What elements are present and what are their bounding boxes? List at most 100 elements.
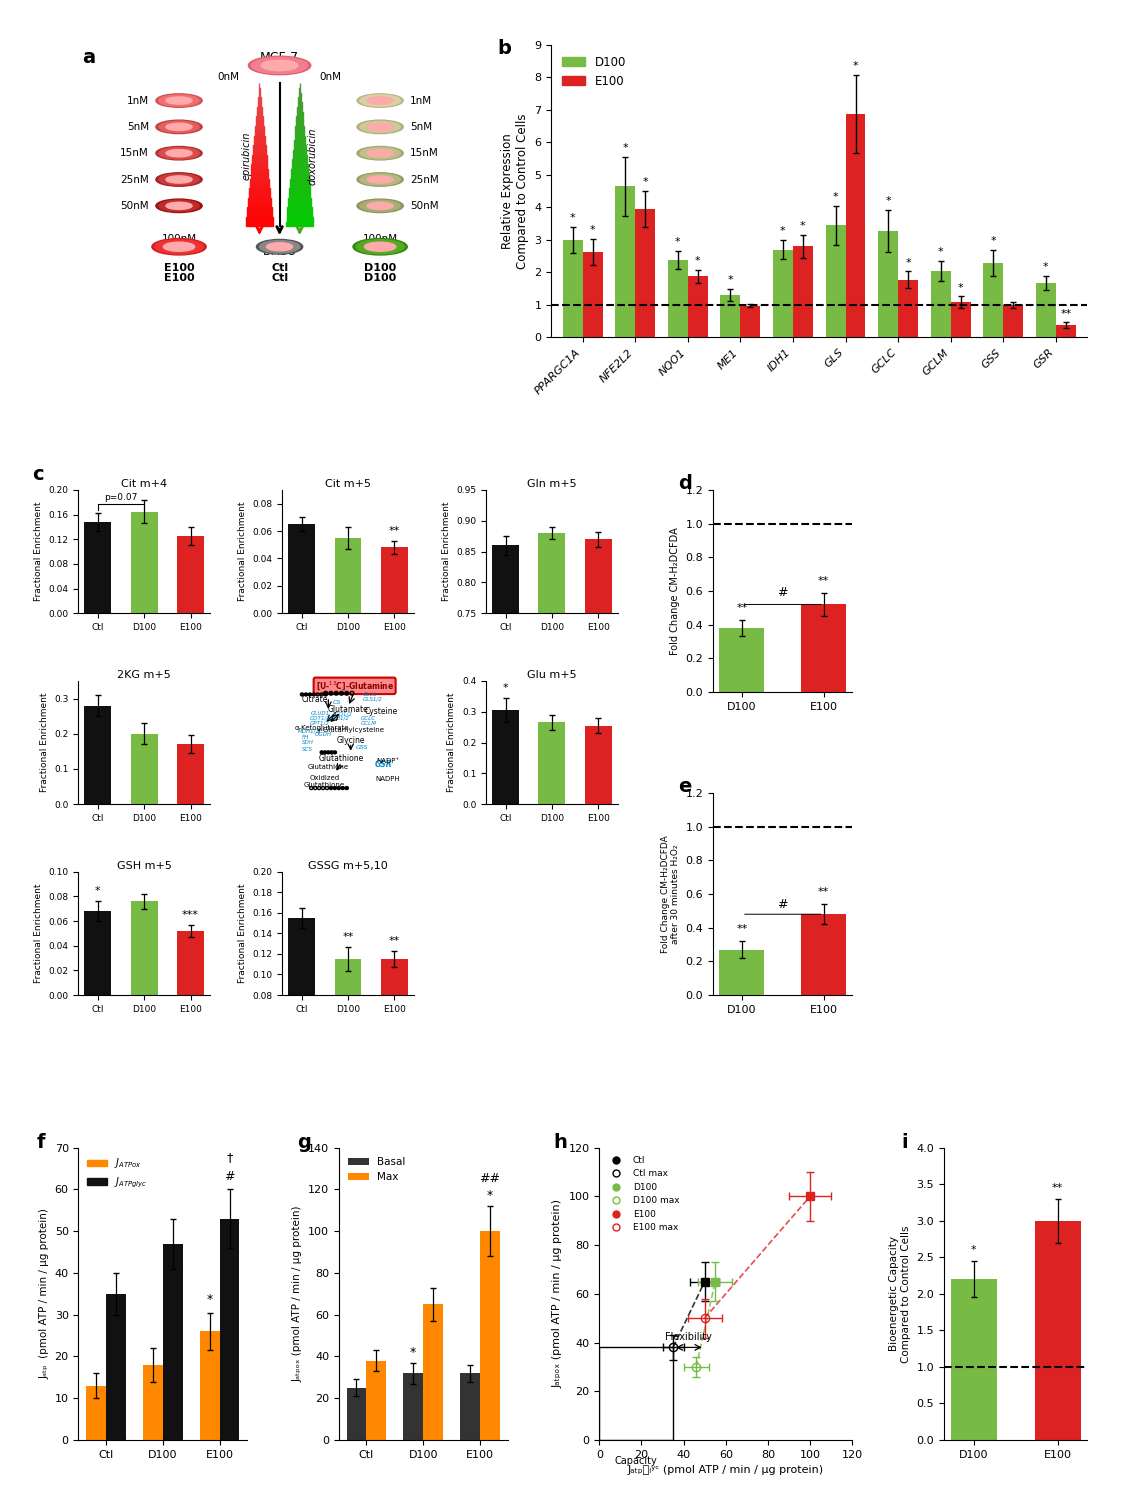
Text: *: * [1043, 262, 1048, 272]
Text: **: ** [736, 603, 748, 613]
Polygon shape [298, 102, 302, 106]
Bar [951, 303, 971, 338]
Polygon shape [289, 188, 311, 194]
Polygon shape [257, 117, 262, 122]
Text: p=0.07: p=0.07 [104, 494, 138, 502]
Ellipse shape [356, 120, 404, 134]
Text: **: ** [1053, 1184, 1064, 1192]
Legend: Ctl, Ctl max, D100, D100 max, E100, E100 max: Ctl, Ctl max, D100, D100 max, E100, E100… [604, 1152, 683, 1236]
Y-axis label: Fractional Enrichment: Fractional Enrichment [238, 503, 247, 602]
Title: GSH m+5: GSH m+5 [117, 861, 172, 871]
Text: GLS1/2: GLS1/2 [362, 696, 382, 702]
Bar [983, 262, 1003, 338]
Ellipse shape [166, 98, 192, 104]
Title: Cit m+4: Cit m+4 [121, 478, 167, 489]
Text: g: g [297, 1132, 311, 1152]
Text: 25nM: 25nM [410, 174, 439, 184]
Polygon shape [251, 174, 268, 178]
Bar [131, 512, 158, 614]
Bar [200, 1332, 220, 1440]
Title: Cit m+5: Cit m+5 [325, 478, 371, 489]
Bar [720, 950, 765, 994]
Bar [583, 252, 603, 338]
Bar [288, 918, 315, 1077]
Polygon shape [290, 178, 309, 183]
Bar [951, 1280, 997, 1440]
Text: *: * [991, 236, 997, 246]
Y-axis label: Fractional Enrichment: Fractional Enrichment [442, 503, 451, 602]
Polygon shape [250, 178, 269, 183]
Text: GCLM: GCLM [361, 722, 377, 726]
Ellipse shape [367, 150, 393, 158]
Text: 50nM: 50nM [120, 201, 149, 211]
Ellipse shape [360, 201, 400, 211]
Polygon shape [254, 130, 265, 135]
Polygon shape [287, 207, 312, 212]
Text: *: * [206, 1293, 213, 1306]
Y-axis label: Fold Change CM-H₂DCFDA: Fold Change CM-H₂DCFDA [670, 526, 680, 656]
Bar [288, 524, 315, 614]
Text: E100: E100 [164, 273, 194, 284]
Text: GSS: GSS [356, 744, 369, 750]
Bar [721, 296, 740, 338]
Polygon shape [253, 150, 266, 154]
Y-axis label: Fractional Enrichment: Fractional Enrichment [34, 884, 43, 983]
Text: GLUL: GLUL [362, 692, 377, 696]
Polygon shape [248, 202, 271, 207]
Circle shape [313, 693, 315, 696]
Text: **: ** [818, 576, 830, 586]
Bar [585, 726, 612, 804]
Bar [131, 902, 158, 995]
Ellipse shape [166, 123, 192, 130]
Title: Glu m+5: Glu m+5 [527, 670, 576, 680]
Text: SDH: SDH [302, 740, 314, 744]
Polygon shape [253, 146, 266, 150]
Polygon shape [290, 183, 309, 188]
Bar [1035, 1221, 1081, 1440]
Bar [163, 1244, 183, 1440]
Ellipse shape [267, 243, 293, 250]
Polygon shape [293, 159, 307, 164]
Polygon shape [297, 106, 302, 111]
Text: #: # [778, 586, 788, 600]
Polygon shape [296, 126, 304, 130]
Ellipse shape [367, 98, 393, 104]
Text: Citrate: Citrate [302, 694, 328, 703]
Y-axis label: Jₐₜₚₒₓ (pmol ATP / min / μg protein): Jₐₜₚₒₓ (pmol ATP / min / μg protein) [553, 1200, 563, 1389]
Ellipse shape [367, 123, 393, 130]
Y-axis label: Fold Change CM-H₂DCFDA
after 30 minutes H₂O₂: Fold Change CM-H₂DCFDA after 30 minutes … [660, 836, 680, 952]
Text: γ-Glutamylcysteine: γ-Glutamylcysteine [316, 728, 385, 734]
Text: 0nM: 0nM [319, 72, 342, 82]
Text: Ctl: Ctl [271, 273, 288, 284]
Circle shape [300, 693, 304, 696]
Bar [793, 246, 813, 338]
Ellipse shape [159, 201, 200, 211]
Ellipse shape [261, 60, 298, 70]
Text: #: # [224, 1170, 234, 1184]
Text: *: * [590, 225, 595, 236]
Text: *: * [780, 226, 786, 236]
Polygon shape [250, 183, 269, 188]
Text: GOT1/2: GOT1/2 [309, 716, 331, 720]
Text: *: * [938, 248, 944, 256]
Polygon shape [252, 154, 267, 159]
Legend: Basal, Max: Basal, Max [344, 1154, 410, 1186]
Text: *: * [487, 1190, 493, 1202]
Polygon shape [297, 111, 303, 117]
Polygon shape [286, 222, 313, 226]
Polygon shape [291, 170, 308, 174]
Bar [334, 538, 361, 614]
Bar [668, 260, 688, 338]
Bar [177, 536, 204, 614]
Text: *: * [853, 62, 859, 70]
Bar [177, 932, 204, 994]
Bar [424, 1304, 443, 1440]
Text: c: c [33, 465, 44, 484]
Polygon shape [254, 135, 265, 141]
Bar [492, 710, 519, 804]
Polygon shape [256, 122, 263, 126]
Ellipse shape [156, 94, 202, 108]
Ellipse shape [159, 147, 200, 159]
Circle shape [333, 786, 336, 789]
Text: †: † [226, 1152, 233, 1164]
